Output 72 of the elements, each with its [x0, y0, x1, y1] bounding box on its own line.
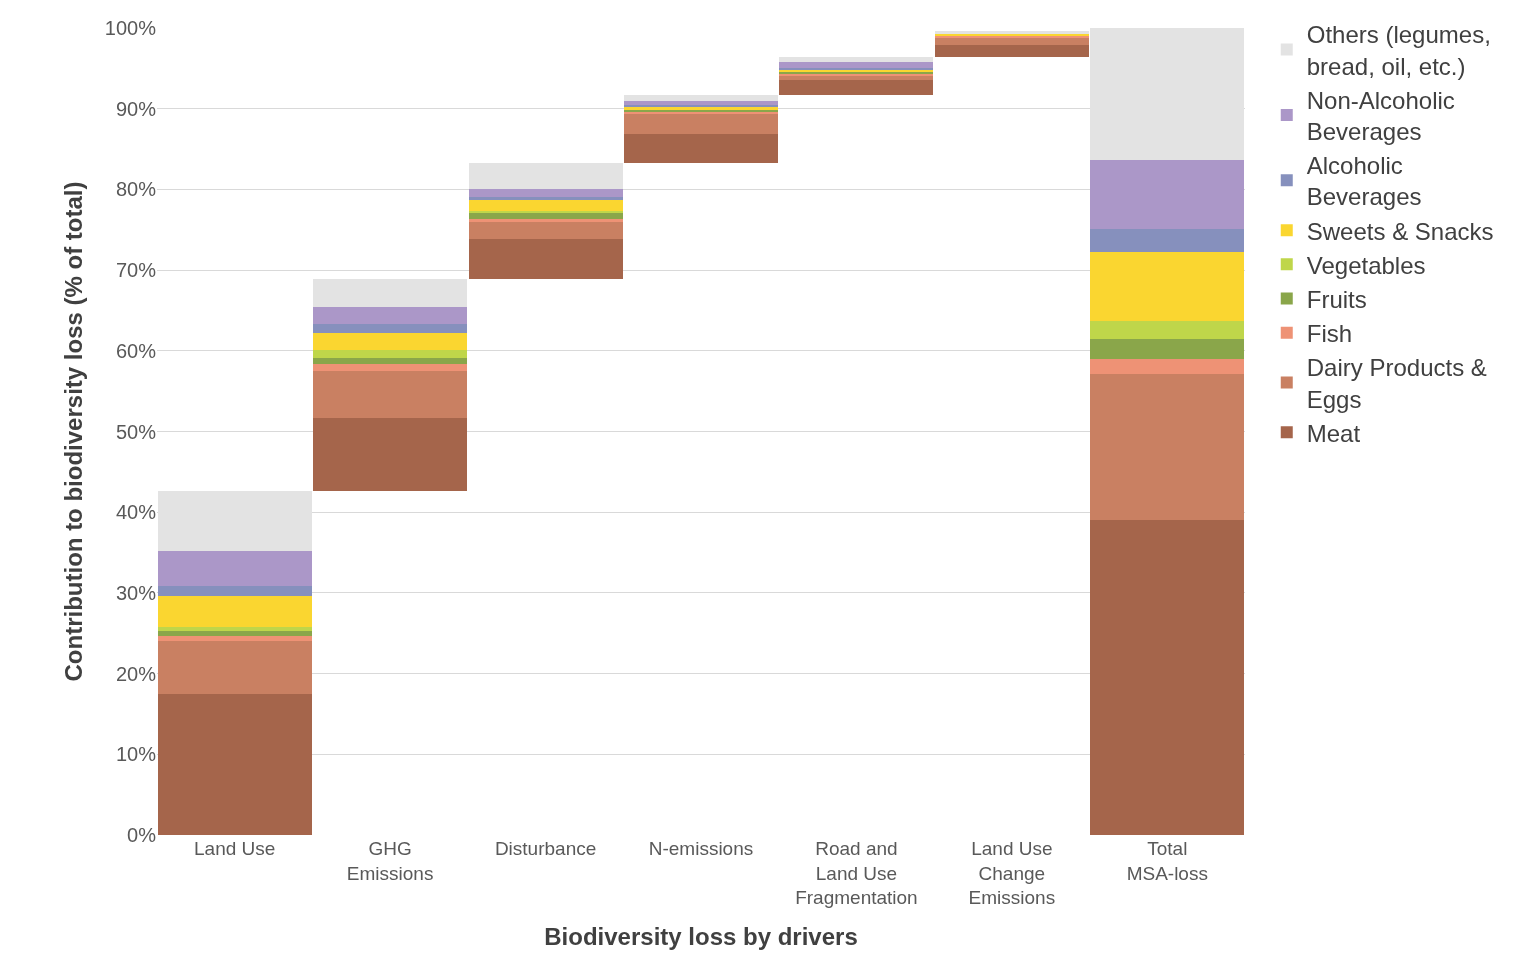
y-tick-label: 10% — [115, 743, 157, 766]
bar — [469, 219, 623, 222]
bar — [158, 641, 312, 694]
bar — [779, 57, 933, 62]
legend-label: Alcoholic Beverages — [1306, 152, 1422, 211]
bar — [469, 213, 623, 219]
bar — [158, 636, 312, 641]
legend-label: Meat — [1306, 419, 1361, 447]
bar — [158, 586, 312, 596]
y-tick-label: 60% — [115, 339, 157, 362]
bar — [935, 45, 1089, 57]
bar — [313, 307, 467, 324]
bar — [158, 694, 312, 835]
legend-label: Fruits — [1306, 285, 1367, 313]
bar — [469, 189, 623, 197]
legend-label: Vegetables — [1306, 251, 1426, 279]
y-tick-label: 0% — [127, 824, 157, 846]
x-tick-label: GHG Emissions — [346, 838, 434, 884]
bar — [469, 163, 623, 189]
bar — [313, 418, 467, 491]
x-axis-title: Biodiversity loss by drivers — [544, 922, 858, 950]
x-tick-label: N-emissions — [648, 838, 754, 859]
y-tick-label: 100% — [104, 17, 157, 39]
bar — [624, 95, 778, 101]
bar — [313, 358, 467, 364]
bar — [779, 76, 933, 80]
y-tick-label: 30% — [115, 581, 157, 604]
y-tick-label: 70% — [115, 259, 157, 282]
x-tick-label: Road and Land Use Fragmentation — [795, 838, 918, 909]
bar — [313, 371, 467, 418]
x-tick-label: Land Use Change Emissions — [968, 838, 1056, 909]
x-tick-label: Disturbance — [494, 838, 597, 859]
y-tick-label: 20% — [115, 662, 157, 685]
y-axis-title: Contribution to biodiversity loss (% of total) — [59, 181, 87, 682]
bar — [1090, 359, 1244, 374]
bar — [624, 134, 778, 163]
bar — [158, 551, 312, 586]
bar — [469, 239, 623, 279]
legend-label: Dairy Products & Eggs — [1306, 354, 1487, 413]
bar — [779, 62, 933, 68]
bar — [779, 80, 933, 95]
bar — [624, 101, 778, 105]
legend-label: Sweets & Snacks — [1306, 217, 1494, 245]
y-tick-label: 90% — [115, 97, 157, 120]
legend-label: Fish — [1306, 320, 1353, 348]
bar — [1090, 339, 1244, 359]
bar — [469, 222, 623, 239]
x-tick-label: Total MSA-loss — [1126, 838, 1208, 884]
bar — [1090, 229, 1244, 252]
bar — [469, 199, 623, 211]
bar — [624, 114, 778, 134]
bar — [313, 324, 467, 333]
bar — [313, 333, 467, 350]
legend-label: Others (legumes, bread, oil, etc.) — [1306, 21, 1491, 80]
bar — [313, 364, 467, 371]
bar — [1090, 252, 1244, 321]
y-tick-label: 80% — [115, 178, 157, 201]
bar — [158, 631, 312, 636]
bar — [313, 350, 467, 358]
bar — [1090, 160, 1244, 229]
bar — [1090, 374, 1244, 520]
legend-label: Non-Alcoholic Beverages — [1306, 86, 1455, 145]
bar — [469, 197, 623, 200]
bar — [158, 596, 312, 627]
y-tick-label: 50% — [115, 420, 157, 443]
bar — [158, 627, 312, 631]
x-tick-label: Land Use — [194, 838, 276, 859]
y-tick-label: 40% — [115, 501, 157, 524]
bar — [935, 38, 1089, 45]
bar — [1090, 321, 1244, 339]
bar — [1090, 520, 1244, 835]
bar — [313, 279, 467, 307]
